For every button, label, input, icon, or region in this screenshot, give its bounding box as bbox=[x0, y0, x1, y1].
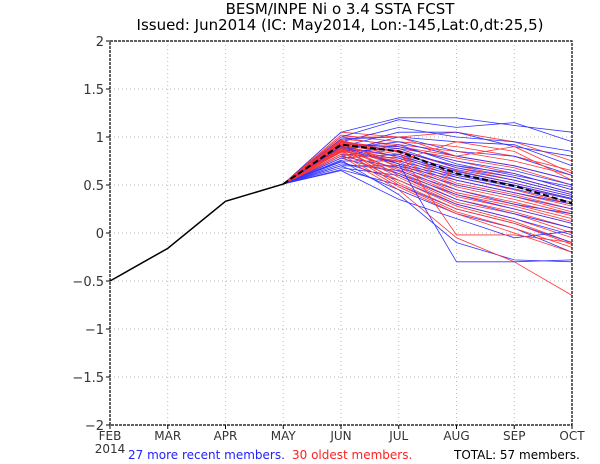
y-tick-label: −1 bbox=[85, 323, 104, 338]
ensemble-mean-line bbox=[282, 143, 573, 205]
y-tick-label: 2 bbox=[96, 35, 104, 50]
ensemble-members bbox=[282, 117, 573, 296]
legend-total-members: TOTAL: 57 members. bbox=[454, 448, 580, 462]
x-year-label: 2014 bbox=[95, 442, 126, 456]
y-tick-label: 1.5 bbox=[83, 83, 104, 98]
y-tick-label: 1 bbox=[96, 131, 104, 146]
grid-lines bbox=[110, 41, 572, 425]
recent-member-line bbox=[283, 163, 573, 215]
y-tick-label: −0.5 bbox=[72, 275, 104, 290]
oldest-member-line bbox=[283, 148, 573, 239]
oldest-member-line bbox=[283, 147, 573, 217]
y-tick-label: 0.5 bbox=[83, 179, 104, 194]
oldest-member-line bbox=[282, 136, 573, 185]
x-tick-label: MAR bbox=[154, 429, 181, 443]
x-tick-label: SEP bbox=[503, 429, 525, 443]
oldest-member-line bbox=[283, 155, 573, 296]
x-tick-label: MAY bbox=[271, 429, 297, 443]
recent-member-line bbox=[283, 161, 573, 236]
recent-member-line bbox=[283, 170, 573, 239]
recent-member-line bbox=[283, 157, 573, 224]
x-tick-label: OCT bbox=[559, 429, 585, 443]
oldest-member-line bbox=[283, 141, 573, 185]
recent-member-line bbox=[283, 160, 573, 200]
recent-member-line bbox=[283, 136, 573, 185]
axes bbox=[106, 40, 573, 429]
y-tick-label: −1.5 bbox=[72, 371, 104, 386]
oldest-member-line bbox=[283, 141, 573, 243]
tick-labels: −2 −1.5 −1 −0.5 0 0.5 1 1.5 2 FEB MAR APR MAY JUN JUL A… bbox=[72, 35, 585, 456]
x-tick-label: JUL bbox=[388, 429, 408, 443]
recent-member-line bbox=[283, 146, 573, 263]
recent-member-line bbox=[283, 167, 573, 229]
observed-series bbox=[109, 183, 284, 282]
x-tick-label: FEB bbox=[99, 429, 122, 443]
chart-subtitle: Issued: Jun2014 (IC: May2014, Lon:-145,L… bbox=[136, 16, 544, 34]
observed-line bbox=[109, 183, 284, 282]
oldest-member-line bbox=[283, 149, 573, 248]
oldest-member-line bbox=[283, 149, 573, 222]
chart-title: BESM/INPE Ni o 3.4 SSTA FCST bbox=[225, 0, 455, 18]
recent-member-line bbox=[282, 117, 573, 185]
recent-member-line bbox=[283, 159, 573, 263]
x-tick-label: APR bbox=[214, 429, 238, 443]
x-tick-label: AUG bbox=[443, 429, 469, 443]
y-tick-label: 0 bbox=[96, 227, 104, 242]
legend-oldest-members: 30 oldest members. bbox=[292, 448, 413, 462]
ensemble-mean-series bbox=[282, 143, 573, 205]
y-tick-label: −2 bbox=[85, 419, 104, 434]
x-tick-label: JUN bbox=[329, 429, 351, 443]
recent-member-line bbox=[283, 165, 573, 253]
legend-recent-members: 27 more recent members. bbox=[128, 448, 285, 462]
